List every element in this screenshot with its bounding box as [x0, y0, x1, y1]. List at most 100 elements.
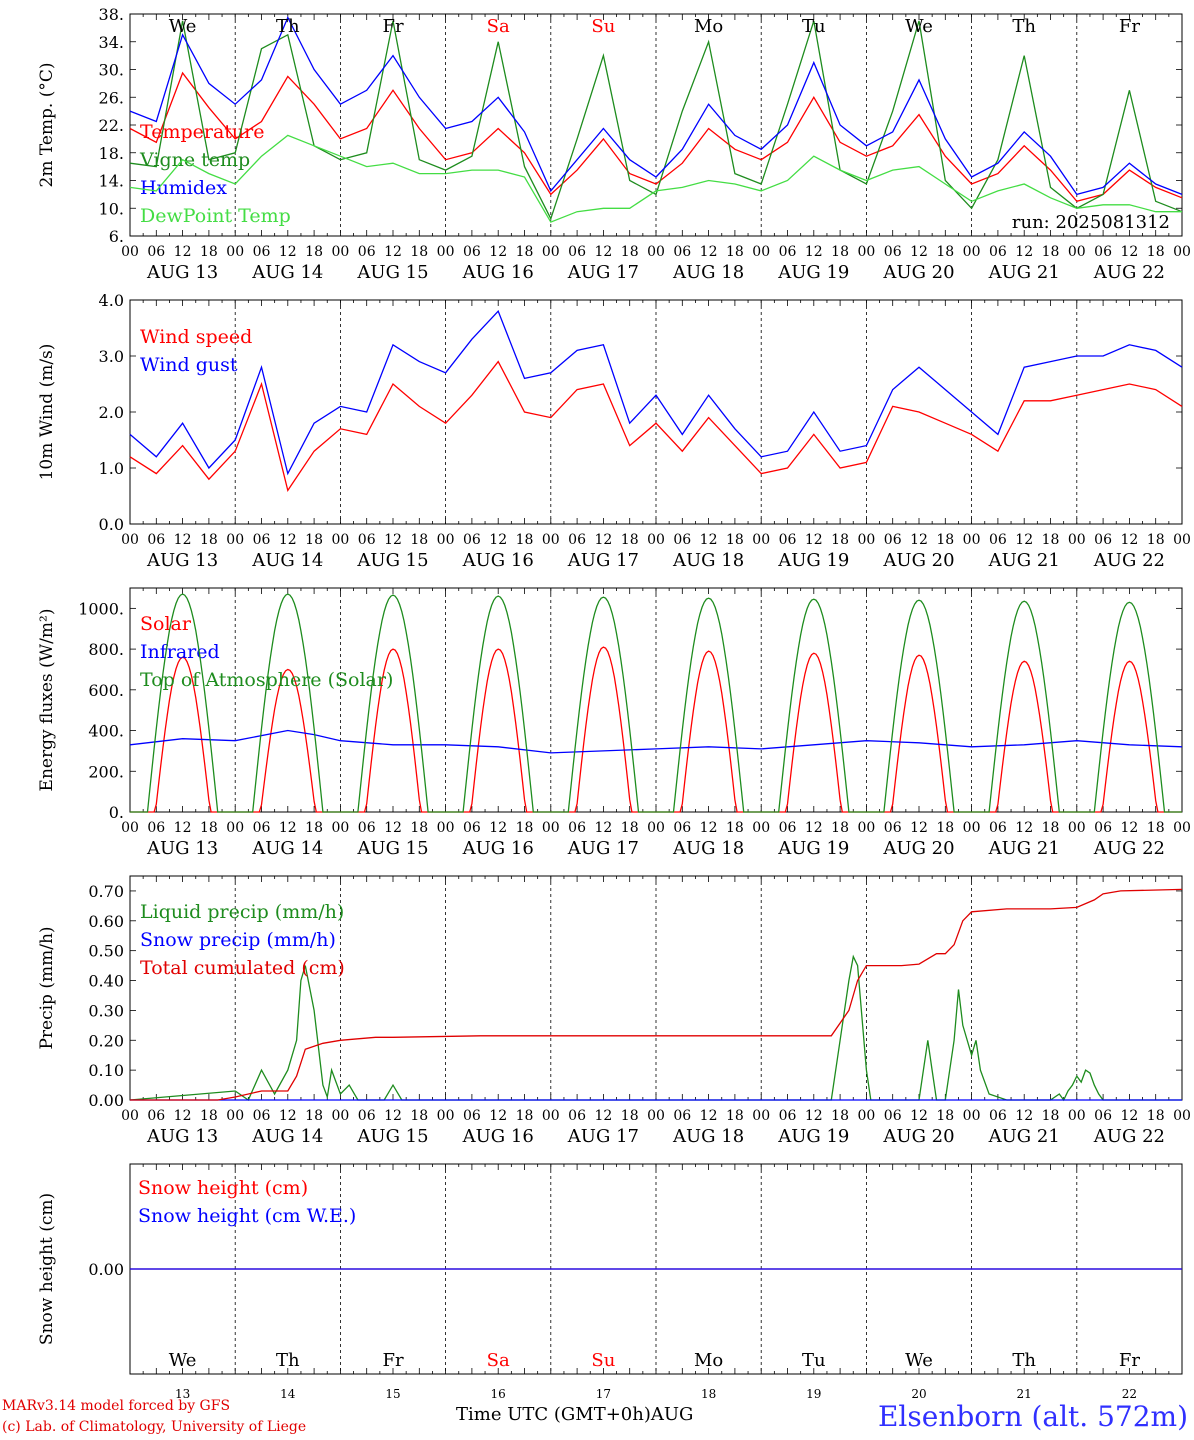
hour-tick-label: 00	[437, 1108, 455, 1124]
hour-tick-label: 06	[147, 244, 165, 260]
series-line-wind-gust	[129, 310, 1183, 476]
hour-tick-label: 06	[1094, 244, 1112, 260]
legend-entry: Wind gust	[140, 354, 238, 376]
hour-tick-label: 18	[200, 1108, 218, 1124]
hour-tick-label: 00	[331, 1108, 349, 1124]
weekday-label: Th	[276, 16, 300, 37]
hour-tick-label: 06	[253, 244, 271, 260]
y-tick-label: 0.50	[88, 942, 124, 961]
hour-tick-label: 12	[594, 820, 612, 836]
hour-tick-label: 06	[1094, 532, 1112, 548]
hour-tick-label: 12	[910, 244, 928, 260]
hour-tick-label: 06	[358, 1108, 376, 1124]
hour-tick-label: 00	[226, 820, 244, 836]
date-label: AUG 18	[672, 1126, 744, 1147]
y-axis-title: Precip (mm/h)	[37, 926, 57, 1049]
date-label: AUG 17	[567, 1126, 639, 1147]
y-tick-label: 2.0	[99, 403, 124, 422]
hour-tick-label: 06	[568, 532, 586, 548]
hour-tick-label: 18	[726, 820, 744, 836]
day-number-label: 13	[175, 1387, 190, 1401]
hour-tick-label: 12	[805, 244, 823, 260]
weekday-label: We	[169, 16, 197, 37]
weekday-label: Fr	[1119, 16, 1140, 37]
hour-tick-label: 06	[673, 820, 691, 836]
weekday-label: Fr	[382, 16, 403, 37]
y-tick-label: 14.	[99, 172, 124, 191]
hour-tick-label: 12	[489, 532, 507, 548]
hour-tick-label: 00	[963, 820, 981, 836]
hour-tick-label: 06	[358, 820, 376, 836]
series-line-top-of-atmosphere-solar-	[130, 593, 1182, 813]
hour-tick-label: 18	[1042, 532, 1060, 548]
hour-tick-label: 12	[700, 820, 718, 836]
hour-tick-label: 18	[726, 532, 744, 548]
series-line-total-cumulated-cm-	[130, 888, 1183, 1101]
hour-tick-label: 06	[779, 244, 797, 260]
y-tick-label: 4.0	[99, 291, 124, 310]
day-number-label: 14	[280, 1387, 296, 1401]
hour-tick-label: 12	[489, 1108, 507, 1124]
hour-tick-label: 12	[279, 532, 297, 548]
hour-tick-label: 12	[910, 532, 928, 548]
weekday-label: Fr	[382, 1350, 403, 1371]
hour-tick-label: 00	[1173, 532, 1191, 548]
hour-tick-label: 06	[673, 532, 691, 548]
date-label: AUG 22	[1093, 550, 1165, 571]
series-line-infrared	[129, 729, 1183, 754]
hour-tick-label: 06	[253, 532, 271, 548]
hour-tick-label: 18	[200, 532, 218, 548]
model-credit: MARv3.14 model forced by GFS	[2, 1398, 231, 1414]
hour-tick-label: 18	[936, 1108, 954, 1124]
y-tick-label: 800.	[88, 640, 124, 659]
hour-tick-label: 06	[989, 1108, 1007, 1124]
day-number-label: 22	[1122, 1387, 1137, 1401]
hour-tick-label: 12	[174, 820, 192, 836]
hour-tick-label: 00	[121, 244, 139, 260]
y-tick-label: 18.	[99, 144, 124, 163]
date-label: AUG 22	[1093, 262, 1165, 283]
hour-tick-label: 12	[594, 532, 612, 548]
hour-tick-label: 00	[1068, 1108, 1086, 1124]
date-label: AUG 15	[356, 262, 428, 283]
legend-entry: Snow height (cm W.E.)	[138, 1205, 356, 1227]
date-label: AUG 14	[251, 550, 323, 571]
weekday-label: Sa	[487, 16, 510, 37]
weekday-label: Su	[591, 16, 615, 37]
hour-tick-label: 12	[174, 1108, 192, 1124]
hour-tick-label: 18	[305, 532, 323, 548]
hour-tick-label: 00	[542, 244, 560, 260]
y-tick-label: 38.	[99, 5, 124, 24]
hour-tick-label: 12	[174, 244, 192, 260]
hour-tick-label: 12	[384, 244, 402, 260]
date-label: AUG 20	[882, 838, 954, 859]
hour-tick-label: 00	[226, 532, 244, 548]
y-tick-label: 6.	[109, 227, 124, 246]
y-tick-label: 600.	[88, 681, 124, 700]
hour-tick-label: 00	[542, 820, 560, 836]
hour-tick-label: 18	[726, 1108, 744, 1124]
y-tick-label: 0.10	[88, 1061, 124, 1080]
hour-tick-label: 12	[1015, 1108, 1033, 1124]
date-label: AUG 15	[356, 550, 428, 571]
hour-tick-label: 18	[516, 244, 534, 260]
hour-tick-label: 06	[884, 1108, 902, 1124]
date-label: AUG 13	[146, 550, 218, 571]
hour-tick-label: 00	[647, 820, 665, 836]
hour-tick-label: 06	[358, 244, 376, 260]
hour-tick-label: 18	[831, 244, 849, 260]
y-tick-label: 0.20	[88, 1031, 124, 1050]
hour-tick-label: 00	[226, 244, 244, 260]
hour-tick-label: 00	[857, 820, 875, 836]
hour-tick-label: 12	[700, 244, 718, 260]
series-line-dewpoint-temp	[129, 134, 1182, 223]
hour-tick-label: 18	[200, 244, 218, 260]
hour-tick-label: 00	[1068, 820, 1086, 836]
y-tick-label: 34.	[99, 33, 124, 52]
legend-entry: Humidex	[140, 177, 227, 199]
hour-tick-label: 00	[226, 1108, 244, 1124]
hour-tick-label: 12	[594, 244, 612, 260]
hour-tick-label: 06	[989, 532, 1007, 548]
weekday-label: Tu	[802, 16, 826, 37]
weekday-label: Th	[1012, 16, 1036, 37]
